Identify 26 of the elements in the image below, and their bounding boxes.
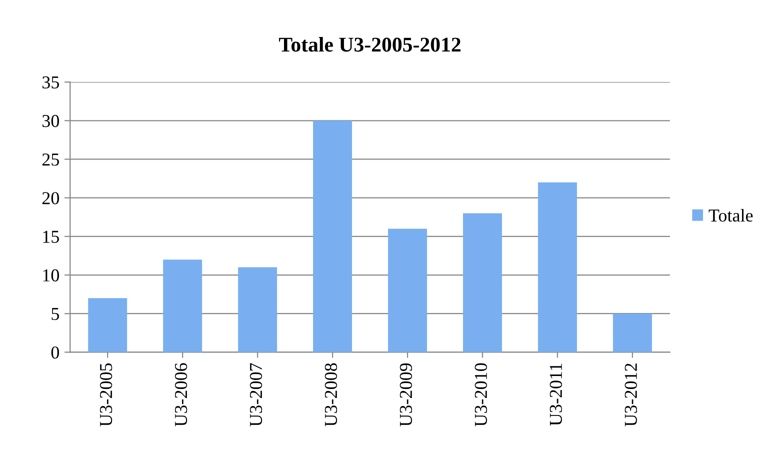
y-tick-label: 0 (51, 346, 60, 359)
x-tick-label: U3-2005 (100, 363, 112, 426)
bar (88, 298, 128, 352)
x-tick-label: U3-2012 (624, 364, 637, 426)
y-tick-label: 10 (43, 269, 60, 282)
x-tick-label: U3-2007 (250, 363, 262, 426)
bar (388, 228, 428, 352)
y-tick-label: 35 (42, 76, 59, 88)
legend-label: Totale (708, 208, 753, 222)
x-tick-label: U3-2010 (474, 363, 488, 426)
x-tick-label: U3-2008 (324, 363, 338, 426)
bar (238, 267, 278, 352)
y-tick-label: 25 (42, 154, 59, 166)
bar (538, 182, 577, 352)
x-tick-label: U3-2006 (174, 363, 188, 426)
bar (163, 260, 202, 352)
bar (612, 314, 652, 352)
bar (313, 120, 352, 352)
chart-title: Totale U3-2005-2012 (279, 37, 460, 52)
x-tick-label: U3-2011 (550, 364, 562, 426)
x-tick-label: U3-2009 (400, 363, 412, 426)
bar (463, 213, 502, 352)
y-tick-label: 20 (42, 192, 60, 204)
y-tick-label: 15 (43, 230, 59, 243)
y-tick-label: 30 (42, 114, 60, 128)
y-tick-label: 5 (52, 308, 59, 320)
